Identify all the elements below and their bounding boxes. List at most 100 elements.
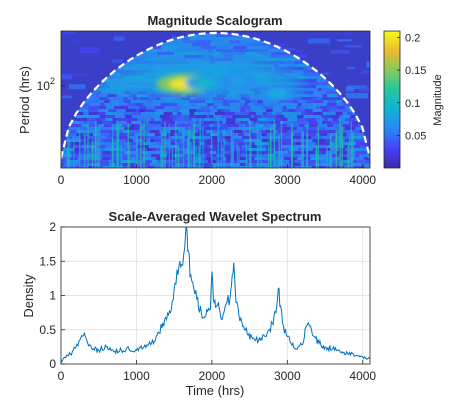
heatmap-cell: [326, 106, 338, 110]
heatmap-cell: [240, 127, 245, 131]
heatmap-cell: [98, 124, 104, 128]
colorbar-label: Magnitude: [432, 74, 444, 125]
heatmap-cell: [120, 91, 125, 95]
heatmap-cell: [275, 133, 286, 137]
heatmap-cell: [161, 148, 172, 152]
heatmap-cell: [157, 127, 167, 131]
heatmap-cell: [299, 106, 308, 110]
heatmap-cell: [230, 109, 236, 113]
heatmap-cell: [294, 166, 299, 168]
heatmap-cell: [324, 127, 335, 131]
heatmap-cell: [309, 133, 316, 137]
heatmap-cell: [284, 136, 293, 140]
heatmap-cell: [221, 115, 233, 119]
x-tick-label: 3000: [274, 369, 301, 383]
heatmap-cell: [85, 106, 89, 110]
heatmap-cell: [179, 115, 190, 119]
heatmap-cell: [265, 130, 274, 134]
heatmap-cell: [340, 157, 351, 161]
heatmap-cell: [88, 112, 98, 116]
heatmap-cell: [116, 151, 124, 155]
heatmap-cell: [62, 31, 76, 34]
heatmap-cell: [296, 106, 300, 110]
heatmap-streak: [193, 144, 195, 168]
heatmap-cell: [148, 121, 160, 125]
heatmap-cell: [254, 166, 265, 168]
x-tick-label: 0: [58, 173, 65, 187]
heatmap-cell: [203, 55, 208, 59]
heatmap-streak: [232, 132, 234, 168]
heatmap-cell: [88, 106, 100, 110]
heatmap-cell: [175, 163, 184, 167]
heatmap-cell: [108, 97, 115, 101]
heatmap-cell: [344, 127, 356, 131]
heatmap-cell: [130, 58, 145, 62]
heatmap-cell: [189, 106, 201, 110]
spectrum-plot-area: [61, 227, 370, 363]
heatmap-cell: [254, 157, 266, 161]
heatmap-cell: [213, 97, 219, 101]
heatmap-cell: [211, 157, 217, 161]
heatmap-cell: [240, 121, 248, 125]
heatmap-cell: [187, 121, 197, 125]
heatmap-cell: [273, 130, 278, 134]
heatmap-cell: [105, 145, 109, 149]
heatmap-cell: [332, 118, 339, 122]
heatmap-cell: [69, 121, 80, 125]
heatmap-cell: [94, 127, 102, 131]
heatmap-cell: [119, 103, 128, 107]
spectrum-y-label: Density: [21, 274, 36, 318]
heatmap-cell: [359, 145, 365, 149]
heatmap-cell: [151, 160, 158, 164]
heatmap-cell: [227, 52, 246, 56]
heatmap-cell: [350, 145, 360, 149]
heatmap-streak: [339, 119, 341, 168]
heatmap-cell: [331, 49, 350, 54]
heatmap-cell: [188, 130, 194, 134]
heatmap-cell: [171, 148, 176, 152]
heatmap-cell: [214, 52, 221, 56]
heatmap-cell: [248, 94, 255, 98]
heatmap-cell: [144, 109, 155, 113]
heatmap-cell: [127, 103, 136, 107]
heatmap-cell: [203, 127, 210, 131]
heatmap-cell: [196, 97, 201, 101]
heatmap-cell: [298, 64, 319, 68]
heatmap-streak: [182, 128, 185, 168]
heatmap-cell: [78, 163, 89, 167]
heatmap-cell: [112, 118, 118, 122]
heatmap-cell: [74, 118, 84, 122]
heatmap-cell: [146, 136, 151, 140]
heatmap-cell: [136, 94, 145, 98]
heatmap-cell: [254, 94, 265, 98]
heatmap-cell: [344, 166, 350, 168]
heatmap-streak: [162, 145, 164, 168]
heatmap-cell: [190, 103, 198, 107]
heatmap-cell: [116, 94, 123, 98]
heatmap-cell: [264, 166, 269, 168]
heatmap-cell: [288, 109, 295, 113]
x-tick-label: 0: [58, 369, 65, 383]
heatmap-streak: [195, 146, 197, 168]
heatmap-cell: [226, 94, 236, 98]
heatmap-cell: [211, 163, 223, 167]
heatmap-cell: [99, 115, 105, 119]
heatmap-cell: [272, 106, 283, 110]
heatmap-cell: [116, 109, 126, 113]
heatmap-cell: [333, 97, 343, 101]
heatmap-cell: [281, 118, 288, 122]
heatmap-cell: [242, 136, 254, 140]
heatmap-cell: [257, 100, 263, 104]
heatmap-cell: [151, 154, 161, 158]
heatmap-cell: [256, 154, 264, 158]
heatmap-cell: [183, 148, 188, 152]
heatmap-cell: [119, 100, 124, 104]
heatmap-cell: [289, 103, 298, 107]
heatmap-cell: [73, 148, 81, 152]
heatmap-cell: [327, 103, 337, 107]
heatmap-streak: [257, 135, 259, 168]
heatmap-cell: [245, 124, 250, 128]
heatmap-cell: [250, 100, 258, 104]
heatmap-cell: [303, 115, 312, 119]
heatmap-cell: [300, 160, 311, 164]
